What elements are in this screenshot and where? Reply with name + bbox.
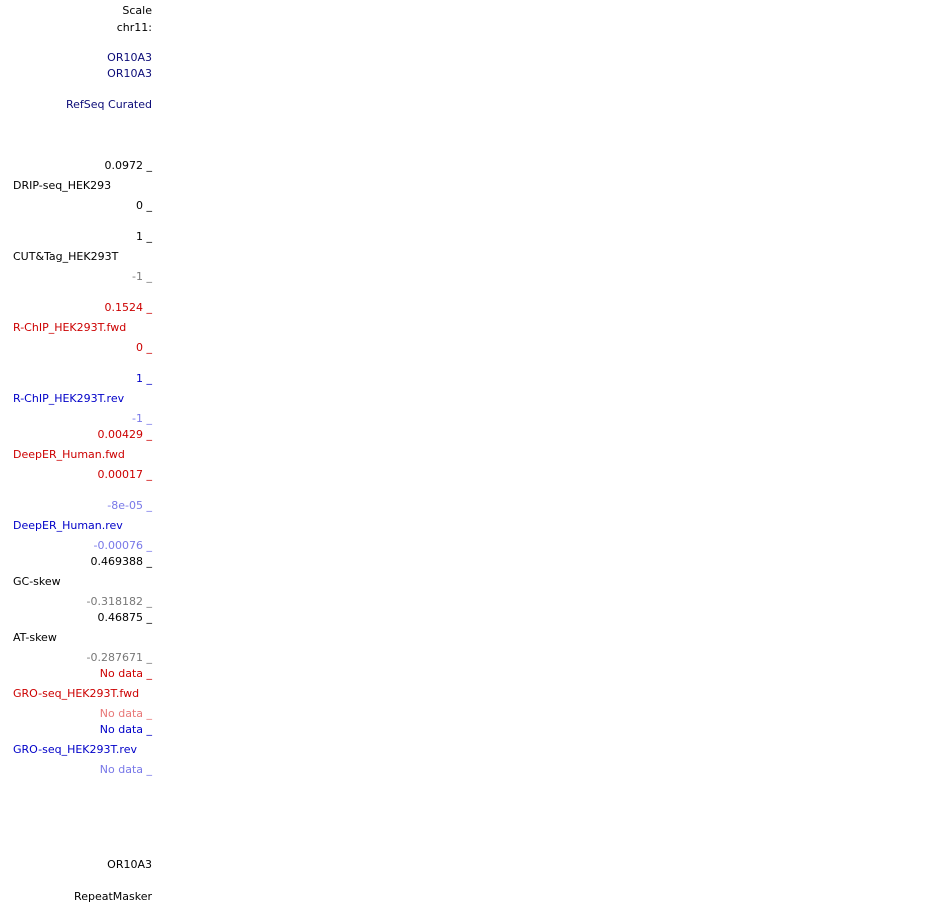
gro-rev-track-min: No data _ — [99, 763, 152, 776]
deeper-fwd-track-label[interactable]: DeepER_Human.fwd — [13, 448, 125, 461]
cuttag-track-max: 1 _ — [136, 230, 152, 243]
rchip-fwd-track-min: 0 _ — [136, 341, 152, 354]
rchip-rev-track-label[interactable]: R-ChIP_HEK293T.rev — [13, 392, 125, 405]
deeper-fwd-track-max: 0.00429 _ — [97, 428, 152, 441]
rchip-fwd-track-label[interactable]: R-ChIP_HEK293T.fwd — [13, 321, 127, 334]
gro-rev-track-label[interactable]: GRO-seq_HEK293T.rev — [13, 743, 137, 756]
chrom-label: chr11: — [116, 21, 152, 34]
atskew-track-label[interactable]: AT-skew — [13, 631, 57, 644]
gcskew-track-label[interactable]: GC-skew — [13, 575, 61, 588]
gene-label-bottom[interactable]: OR10A3 — [107, 858, 152, 871]
drip-track-label[interactable]: DRIP-seq_HEK293 — [13, 179, 112, 192]
gcskew-track-max: 0.469388 _ — [90, 555, 152, 568]
gro-fwd-track-min: No data _ — [99, 707, 152, 720]
drip-track-max: 0.0972 _ — [104, 159, 153, 172]
atskew-track-max: 0.46875 _ — [97, 611, 152, 624]
cuttag-track-min: -1 _ — [132, 270, 152, 283]
gene-label-2[interactable]: OR10A3 — [107, 67, 152, 80]
gro-fwd-track-max: No data _ — [99, 667, 152, 680]
rchip-rev-track-max: 1 _ — [136, 372, 152, 385]
deeper-fwd-track-min: 0.00017 _ — [97, 468, 152, 481]
gene-label-1[interactable]: OR10A3 — [107, 51, 152, 64]
refseq-track-label[interactable]: RefSeq Curated — [66, 98, 152, 111]
rchip-rev-track-min: -1 _ — [132, 412, 152, 425]
repeatmasker-track-label[interactable]: RepeatMasker — [74, 890, 152, 903]
gro-fwd-track-label[interactable]: GRO-seq_HEK293T.fwd — [13, 687, 140, 700]
deeper-rev-track-max: -8e-05 _ — [107, 499, 152, 512]
scale-label[interactable]: Scale — [122, 4, 152, 17]
gcskew-track-min: -0.318182 _ — [86, 595, 152, 608]
rchip-fwd-track-max: 0.1524 _ — [104, 301, 153, 314]
gro-rev-track-max: No data _ — [99, 723, 152, 736]
drip-track-min: 0 _ — [136, 199, 152, 212]
atskew-track-min: -0.287671 _ — [86, 651, 152, 664]
deeper-rev-track-label[interactable]: DeepER_Human.rev — [13, 519, 123, 532]
deeper-rev-track-min: -0.00076 _ — [93, 539, 152, 552]
cuttag-track-label[interactable]: CUT&Tag_HEK293T — [13, 250, 119, 263]
